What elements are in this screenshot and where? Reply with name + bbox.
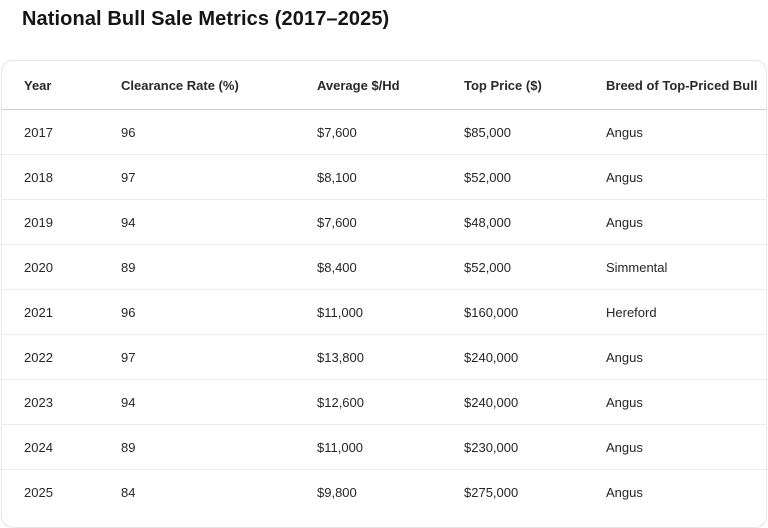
cell-year: 2022 — [2, 334, 121, 380]
cell-top-price: $230,000 — [464, 424, 606, 470]
table-row: 2018 97 $8,100 $52,000 Angus — [2, 154, 766, 200]
column-header-breed: Breed of Top-Priced Bull — [606, 61, 766, 110]
cell-top-price: $240,000 — [464, 379, 606, 425]
metrics-table: Year Clearance Rate (%) Average $/Hd Top… — [2, 61, 766, 514]
table-row: 2024 89 $11,000 $230,000 Angus — [2, 424, 766, 470]
cell-clearance-rate: 96 — [121, 109, 317, 155]
cell-top-price: $85,000 — [464, 109, 606, 155]
table-row: 2025 84 $9,800 $275,000 Angus — [2, 470, 766, 515]
cell-top-price: $48,000 — [464, 199, 606, 245]
cell-average-per-head: $13,800 — [317, 334, 464, 380]
cell-breed: Angus — [606, 379, 766, 425]
cell-average-per-head: $11,000 — [317, 289, 464, 335]
cell-top-price: $52,000 — [464, 244, 606, 290]
column-header-top-price: Top Price ($) — [464, 61, 606, 110]
table-body: 2017 96 $7,600 $85,000 Angus 2018 97 $8,100 $52,… — [2, 109, 766, 515]
cell-year: 2025 — [24, 484, 53, 500]
cell-breed: Angus — [606, 484, 643, 500]
cell-average-per-head: $12,600 — [317, 379, 464, 425]
cell-average-per-head: $7,600 — [317, 199, 464, 245]
table-row: 2017 96 $7,600 $85,000 Angus — [2, 109, 766, 155]
cell-year: 2018 — [2, 154, 121, 200]
cell-top-price: $240,000 — [464, 334, 606, 380]
cell-breed: Angus — [606, 334, 766, 380]
cell-year: 2020 — [2, 244, 121, 290]
cell-year: 2021 — [2, 289, 121, 335]
cell-year: 2017 — [2, 109, 121, 155]
cell-average-per-head: $11,000 — [317, 424, 464, 470]
cell-clearance-rate: 89 — [121, 244, 317, 290]
cell-clearance-rate: 89 — [121, 424, 317, 470]
page-title: National Bull Sale Metrics (2017–2025) — [22, 8, 390, 30]
cell-breed: Angus — [606, 424, 766, 470]
cell-clearance-rate: 97 — [121, 334, 317, 380]
cell-average-per-head: $7,600 — [317, 109, 464, 155]
cell-clearance-rate: 94 — [121, 379, 317, 425]
column-header-year: Year — [2, 61, 121, 110]
cell-clearance-rate: 94 — [121, 199, 317, 245]
cell-breed: Simmental — [606, 244, 766, 290]
cell-breed: Angus — [606, 199, 766, 245]
cell-top-price: $160,000 — [464, 289, 606, 335]
column-header-clearance-rate: Clearance Rate (%) — [121, 61, 317, 110]
table-row: 2022 97 $13,800 $240,000 Angus — [2, 334, 766, 380]
table-row: 2023 94 $12,600 $240,000 Angus — [2, 379, 766, 425]
cell-average-per-head: $9,800 — [317, 484, 357, 500]
table-row: 2021 96 $11,000 $160,000 Hereford — [2, 289, 766, 335]
cell-top-price: $275,000 — [464, 484, 519, 500]
cell-breed: Angus — [606, 154, 766, 200]
cell-average-per-head: $8,400 — [317, 244, 464, 290]
cell-clearance-rate: 84 — [121, 484, 136, 500]
cell-top-price: $52,000 — [464, 154, 606, 200]
cell-breed: Angus — [606, 109, 766, 155]
table-row: 2019 94 $7,600 $48,000 Angus — [2, 199, 766, 245]
cell-breed: Hereford — [606, 289, 766, 335]
cell-year: 2019 — [2, 199, 121, 245]
cell-year: 2024 — [2, 424, 121, 470]
table-header-row: Year Clearance Rate (%) Average $/Hd Top… — [2, 61, 766, 110]
table-row: 2020 89 $8,400 $52,000 Simmental — [2, 244, 766, 290]
column-header-average-per-head: Average $/Hd — [317, 61, 464, 110]
cell-clearance-rate: 96 — [121, 289, 317, 335]
cell-average-per-head: $8,100 — [317, 154, 464, 200]
cell-clearance-rate: 97 — [121, 154, 317, 200]
metrics-table-card: Year Clearance Rate (%) Average $/Hd Top… — [1, 60, 767, 528]
cell-year: 2023 — [2, 379, 121, 425]
